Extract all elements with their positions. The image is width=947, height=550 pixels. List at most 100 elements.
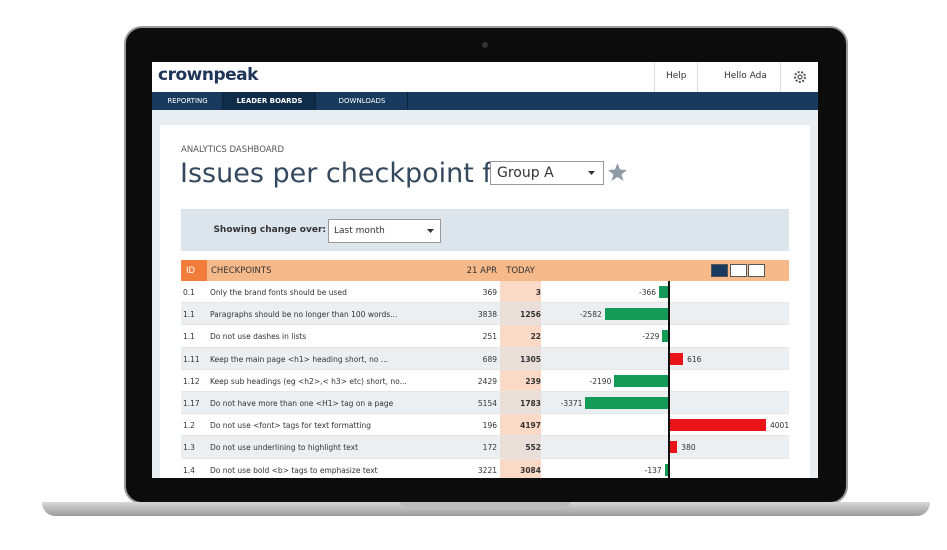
change-label: 380 xyxy=(681,443,696,453)
nav-item[interactable] xyxy=(223,92,316,110)
period-value: Last month xyxy=(334,226,385,236)
today-count: 239 xyxy=(525,376,541,386)
nav-label: REPORTING xyxy=(167,97,208,105)
divider xyxy=(780,62,781,92)
apr-count: 2429 xyxy=(477,376,497,386)
checkpoint-name: Only the brand fonts should be used xyxy=(210,288,347,297)
screen: crownpeak Help Hello Ada ANALYTICS DASHB… xyxy=(152,62,818,478)
nav-bar xyxy=(152,92,818,110)
view-toggle[interactable] xyxy=(730,264,747,277)
today-count: 552 xyxy=(525,443,541,453)
apr-count: 3221 xyxy=(477,465,497,475)
nav-item[interactable] xyxy=(316,92,408,110)
change-label: -2582 xyxy=(579,310,602,320)
change-bar xyxy=(614,374,668,387)
nav-item[interactable] xyxy=(152,92,223,110)
today-count: 1256 xyxy=(520,310,541,320)
checkpoint-name: Paragraphs should be no longer than 100 … xyxy=(210,310,398,320)
row-id: 0.1 xyxy=(183,288,195,297)
panel xyxy=(160,125,810,478)
change-bar xyxy=(662,330,668,343)
view-toggle[interactable] xyxy=(711,264,728,277)
checkpoint-name: Keep the main page <h1> heading short, n… xyxy=(210,354,388,364)
divider xyxy=(697,62,698,92)
divider xyxy=(654,62,655,92)
row-id: 1.4 xyxy=(183,465,195,475)
row-id: 1.11 xyxy=(183,354,200,364)
row-id: 1.12 xyxy=(183,376,200,386)
change-bar xyxy=(585,397,668,409)
checkpoint-name: Do not use underlining to highlight text xyxy=(210,443,359,453)
checkpoint-name: Do not have more than one <H1> tag on a … xyxy=(210,399,394,408)
group-select[interactable] xyxy=(490,161,604,185)
logo[interactable]: crownpeak xyxy=(158,65,258,85)
apr-count: 3838 xyxy=(477,310,497,320)
change-label: -2190 xyxy=(589,376,612,386)
row-id: 1.1 xyxy=(183,310,195,320)
change-label: -366 xyxy=(639,288,657,297)
table-header xyxy=(181,260,789,281)
column-header: TODAY xyxy=(506,266,535,276)
period-select[interactable] xyxy=(328,219,441,243)
apr-count: 689 xyxy=(482,354,497,364)
change-label: -3371 xyxy=(560,399,583,408)
checkpoint-name: Do not use <font> tags for text formatti… xyxy=(210,421,371,431)
apr-count: 5154 xyxy=(477,399,497,408)
table-row xyxy=(181,281,789,304)
today-count: 1783 xyxy=(520,399,541,408)
caret xyxy=(427,229,434,233)
user-menu[interactable]: Hello Ada xyxy=(724,71,767,81)
table: ID CHECKPOINTS 21 APR TODAY 0.1 Only the bran… xyxy=(181,260,789,478)
favorite-star[interactable] xyxy=(608,163,627,181)
table-row xyxy=(181,347,789,370)
laptop-base xyxy=(42,502,930,516)
change-label: 616 xyxy=(687,354,702,364)
today-count: 3084 xyxy=(520,465,541,475)
today-count: 3 xyxy=(535,288,541,297)
change-bar xyxy=(659,286,668,298)
column-header: ID xyxy=(186,266,196,276)
row-id: 1.3 xyxy=(183,443,195,453)
view-toggle[interactable] xyxy=(748,264,765,277)
change-bar xyxy=(668,352,684,365)
caret xyxy=(588,171,595,175)
table-row xyxy=(181,370,789,392)
table-row xyxy=(181,436,789,459)
page-title: Issues per checkpoint for xyxy=(180,158,520,189)
today-count: 1305 xyxy=(520,354,541,364)
apr-count: 369 xyxy=(482,288,497,297)
nav-label: LEADER BOARDS xyxy=(236,97,303,105)
change-label: -229 xyxy=(642,332,660,342)
nav-label: DOWNLOADS xyxy=(338,97,386,105)
table-row xyxy=(181,325,789,348)
filter-label: Showing change over: xyxy=(213,225,326,235)
today-count: 4197 xyxy=(520,421,541,431)
help-link[interactable]: Help xyxy=(666,71,687,81)
change-bar xyxy=(664,463,668,476)
checkpoint-name: Do not use bold <b> tags to emphasize te… xyxy=(210,465,378,475)
row-id: 1.17 xyxy=(183,399,200,408)
row-id: 1.1 xyxy=(183,332,195,342)
row-id: 1.2 xyxy=(183,421,195,431)
camera xyxy=(482,42,488,48)
apr-count: 196 xyxy=(482,421,497,431)
change-bar xyxy=(668,441,678,454)
checkpoint-name: Keep sub headings (eg <h2>,< h3> etc) sh… xyxy=(210,376,407,386)
settings-icon[interactable] xyxy=(793,70,807,84)
table-row xyxy=(181,414,789,437)
id-header-cell xyxy=(181,260,207,281)
checkpoint-name: Do not use dashes in lists xyxy=(210,332,307,342)
column-header: 21 APR xyxy=(466,266,497,276)
zero-line xyxy=(668,281,670,478)
change-label: -137 xyxy=(644,465,662,475)
change-bar xyxy=(604,308,668,321)
apr-count: 172 xyxy=(482,443,497,453)
group-value: Group A xyxy=(497,165,554,181)
notch xyxy=(400,502,570,508)
change-label: 4001 xyxy=(770,421,790,431)
today-count: 22 xyxy=(530,332,541,342)
column-header: CHECKPOINTS xyxy=(211,266,272,276)
top-bar xyxy=(152,62,818,92)
filter-bar xyxy=(181,209,789,251)
